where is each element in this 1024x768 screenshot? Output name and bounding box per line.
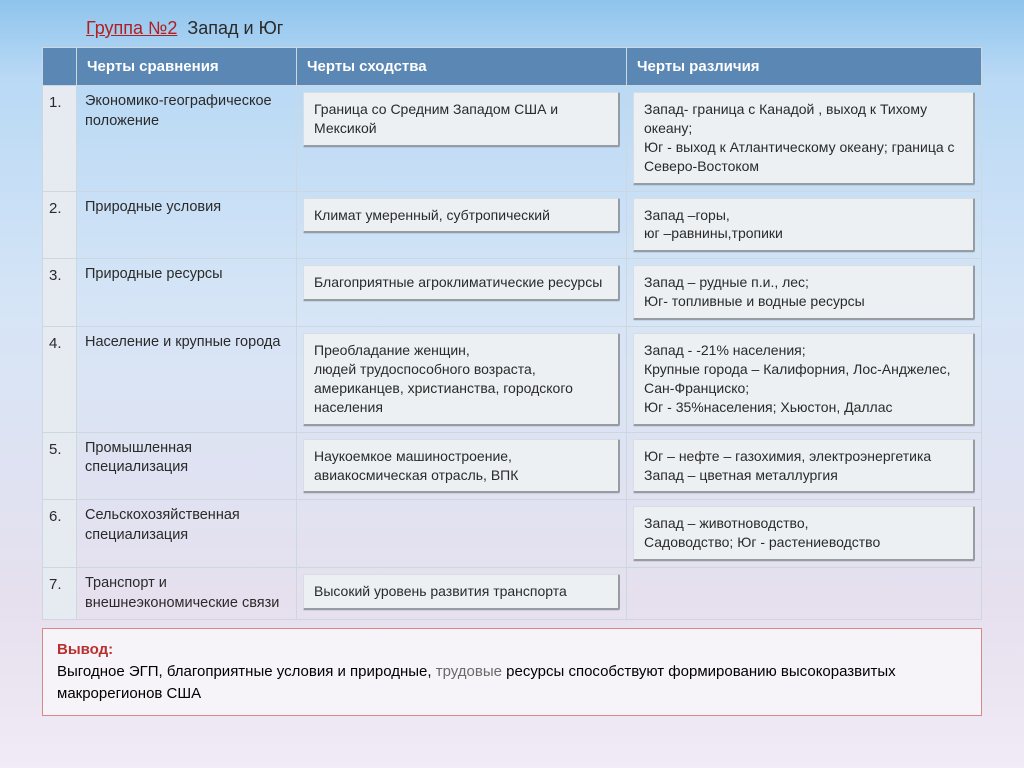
row-number: 5. [43,432,77,500]
table-row: 7.Транспорт и внешнеэкономические связиВ… [43,568,982,620]
difference-chip: Запад – животноводство, Садоводство; Юг … [633,506,975,561]
row-feature: Промышленная специализация [77,432,297,500]
row-similarity-cell: Преобладание женщин, людей трудоспособно… [297,327,627,433]
difference-chip: Запад - -21% населения; Крупные города –… [633,333,975,426]
table-row: 4.Население и крупные городаПреобладание… [43,327,982,433]
header-blank [43,48,77,86]
difference-chip: Юг – нефте – газохимия, электроэнергетик… [633,439,975,494]
row-similarity-cell: Благоприятные агроклиматические ресурсы [297,259,627,327]
row-difference-cell: Запад –горы, юг –равнины,тропики [627,191,982,259]
row-feature: Природные условия [77,191,297,259]
conclusion-lead: Вывод: [57,641,113,658]
title-topic: Запад и Юг [187,18,283,38]
comparison-table: Черты сравнения Черты сходства Черты раз… [42,47,982,620]
row-feature: Население и крупные города [77,327,297,433]
row-number: 2. [43,191,77,259]
row-difference-cell [627,568,982,620]
row-feature: Сельскохозяйственная специализация [77,500,297,568]
table-row: 6.Сельскохозяйственная специализация Запа… [43,500,982,568]
similarity-chip: Высокий уровень развития транспорта [303,574,620,610]
similarity-chip: Наукоемкое машиностроение, авиакосмическ… [303,439,620,494]
row-difference-cell: Запад – животноводство, Садоводство; Юг … [627,500,982,568]
header-col2: Черты сходства [297,48,627,86]
row-difference-cell: Юг – нефте – газохимия, электроэнергетик… [627,432,982,500]
row-similarity-cell: Высокий уровень развития транспорта [297,568,627,620]
row-number: 1. [43,86,77,192]
row-feature: Экономико-географическое положение [77,86,297,192]
row-similarity-cell [297,500,627,568]
table-row: 3.Природные ресурсыБлагоприятные агрокли… [43,259,982,327]
difference-chip: Запад –горы, юг –равнины,тропики [633,198,975,253]
similarity-chip: Благоприятные агроклиматические ресурсы [303,265,620,301]
header-col3: Черты различия [627,48,982,86]
table-header-row: Черты сравнения Черты сходства Черты раз… [43,48,982,86]
table-row: 5.Промышленная специализацияНаукоемкое м… [43,432,982,500]
similarity-chip: Климат умеренный, субтропический [303,198,620,234]
row-number: 3. [43,259,77,327]
conclusion-mid: трудовые [436,663,502,680]
row-feature: Природные ресурсы [77,259,297,327]
header-col1: Черты сравнения [77,48,297,86]
row-similarity-cell: Климат умеренный, субтропический [297,191,627,259]
row-difference-cell: Запад - -21% населения; Крупные города –… [627,327,982,433]
row-number: 6. [43,500,77,568]
slide-title: Группа №2 Запад и Юг [86,18,982,39]
row-number: 4. [43,327,77,433]
row-difference-cell: Запад- граница с Канадой , выход к Тихом… [627,86,982,192]
difference-chip: Запад- граница с Канадой , выход к Тихом… [633,92,975,185]
table-row: 2.Природные условияКлимат умеренный, суб… [43,191,982,259]
row-difference-cell: Запад – рудные п.и., лес; Юг- топливные … [627,259,982,327]
row-similarity-cell: Граница со Средним Западом США и Мексико… [297,86,627,192]
similarity-chip: Граница со Средним Западом США и Мексико… [303,92,620,147]
row-similarity-cell: Наукоемкое машиностроение, авиакосмическ… [297,432,627,500]
conclusion-pre: Выгодное ЭГП, благоприятные условия и пр… [57,663,436,680]
title-group: Группа №2 [86,18,177,38]
row-feature: Транспорт и внешнеэкономические связи [77,568,297,620]
row-number: 7. [43,568,77,620]
difference-chip: Запад – рудные п.и., лес; Юг- топливные … [633,265,975,320]
table-row: 1.Экономико-географическое положениеГран… [43,86,982,192]
similarity-chip: Преобладание женщин, людей трудоспособно… [303,333,620,426]
conclusion-box: Вывод: Выгодное ЭГП, благоприятные услов… [42,628,982,715]
